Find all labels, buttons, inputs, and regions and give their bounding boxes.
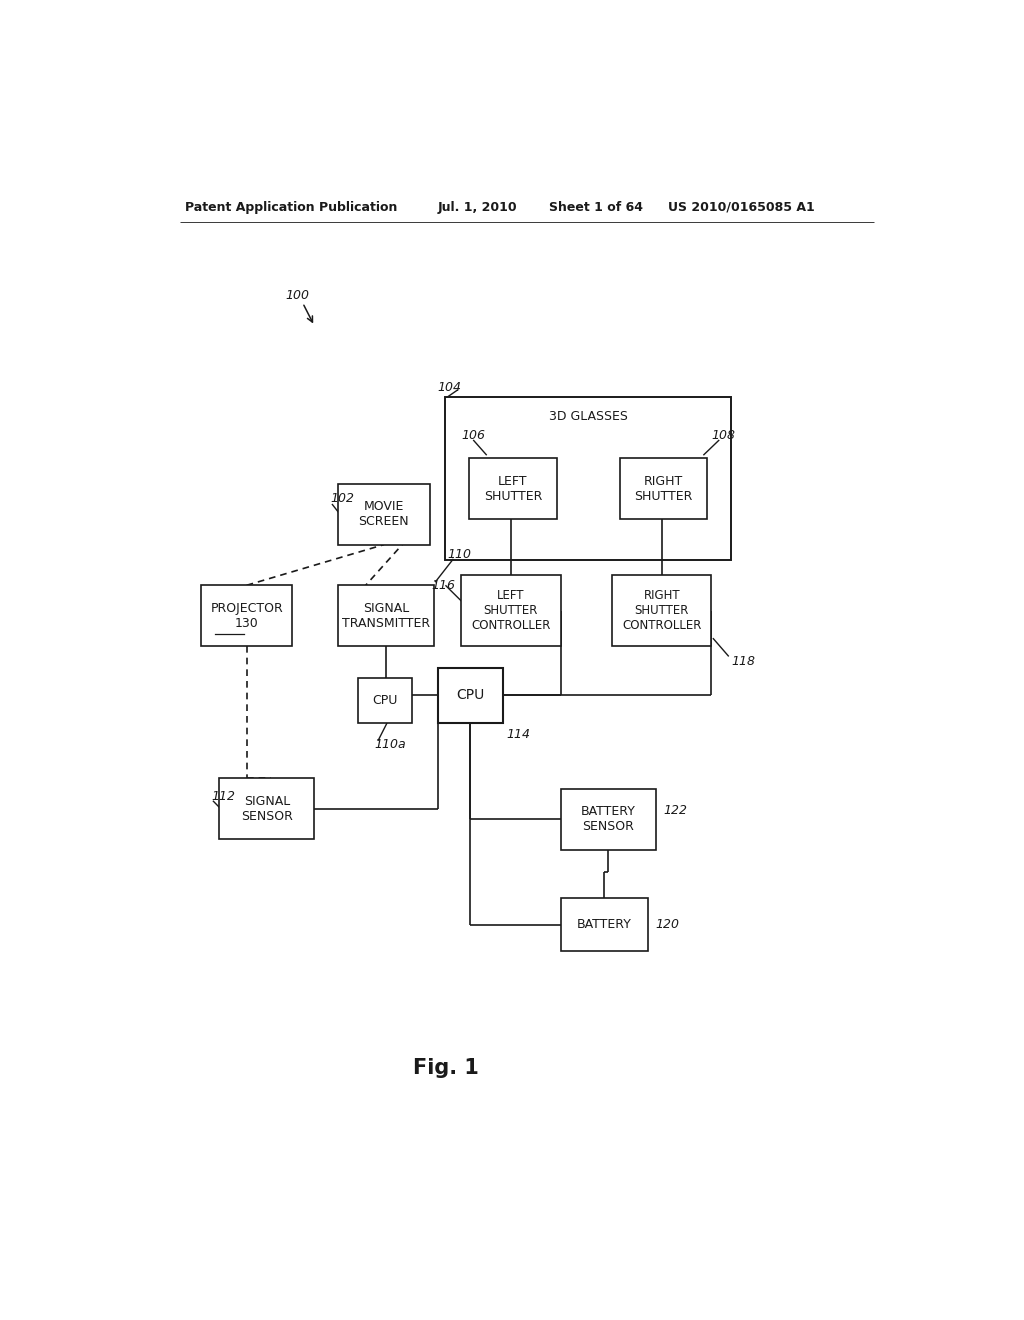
Text: 122: 122 (664, 804, 688, 817)
Text: Sheet 1 of 64: Sheet 1 of 64 (549, 201, 643, 214)
Text: PROJECTOR
130: PROJECTOR 130 (210, 602, 283, 630)
Bar (469, 458, 557, 519)
Bar (219, 779, 314, 840)
Text: 116: 116 (431, 578, 455, 591)
Text: SIGNAL
TRANSMITTER: SIGNAL TRANSMITTER (342, 602, 430, 630)
Bar (612, 576, 712, 647)
Text: MOVIE
SCREEN: MOVIE SCREEN (358, 500, 410, 528)
Bar (461, 576, 560, 647)
Text: RIGHT
SHUTTER
CONTROLLER: RIGHT SHUTTER CONTROLLER (622, 589, 701, 632)
Text: LEFT
SHUTTER: LEFT SHUTTER (483, 475, 542, 503)
Text: 112: 112 (211, 791, 236, 803)
Text: BATTERY
SENSOR: BATTERY SENSOR (581, 805, 636, 833)
Text: Fig. 1: Fig. 1 (413, 1059, 478, 1078)
Bar (437, 668, 503, 722)
Text: CPU: CPU (456, 688, 484, 702)
Text: SIGNAL
SENSOR: SIGNAL SENSOR (241, 795, 293, 822)
Text: 110a: 110a (374, 738, 406, 751)
Text: 106: 106 (461, 429, 485, 442)
Text: 114: 114 (507, 729, 530, 742)
Text: 110: 110 (447, 548, 472, 561)
Text: 120: 120 (655, 919, 680, 932)
Text: CPU: CPU (373, 693, 397, 706)
Text: 3D GLASSES: 3D GLASSES (549, 411, 628, 424)
Bar (338, 483, 430, 545)
Text: BATTERY: BATTERY (577, 919, 632, 932)
Text: US 2010/0165085 A1: US 2010/0165085 A1 (668, 201, 814, 214)
Bar (560, 788, 655, 850)
Text: 100: 100 (285, 289, 309, 302)
Text: 118: 118 (731, 655, 755, 668)
Bar (445, 397, 731, 560)
Text: 102: 102 (331, 492, 354, 506)
Text: RIGHT
SHUTTER: RIGHT SHUTTER (635, 475, 693, 503)
Bar (620, 458, 708, 519)
Bar (338, 585, 433, 647)
Text: LEFT
SHUTTER
CONTROLLER: LEFT SHUTTER CONTROLLER (471, 589, 551, 632)
Bar (201, 585, 292, 647)
Text: 104: 104 (437, 380, 462, 393)
Text: 108: 108 (712, 429, 735, 442)
Bar (560, 899, 648, 952)
Text: Jul. 1, 2010: Jul. 1, 2010 (437, 201, 517, 214)
Text: Patent Application Publication: Patent Application Publication (185, 201, 397, 214)
Bar (358, 677, 412, 722)
